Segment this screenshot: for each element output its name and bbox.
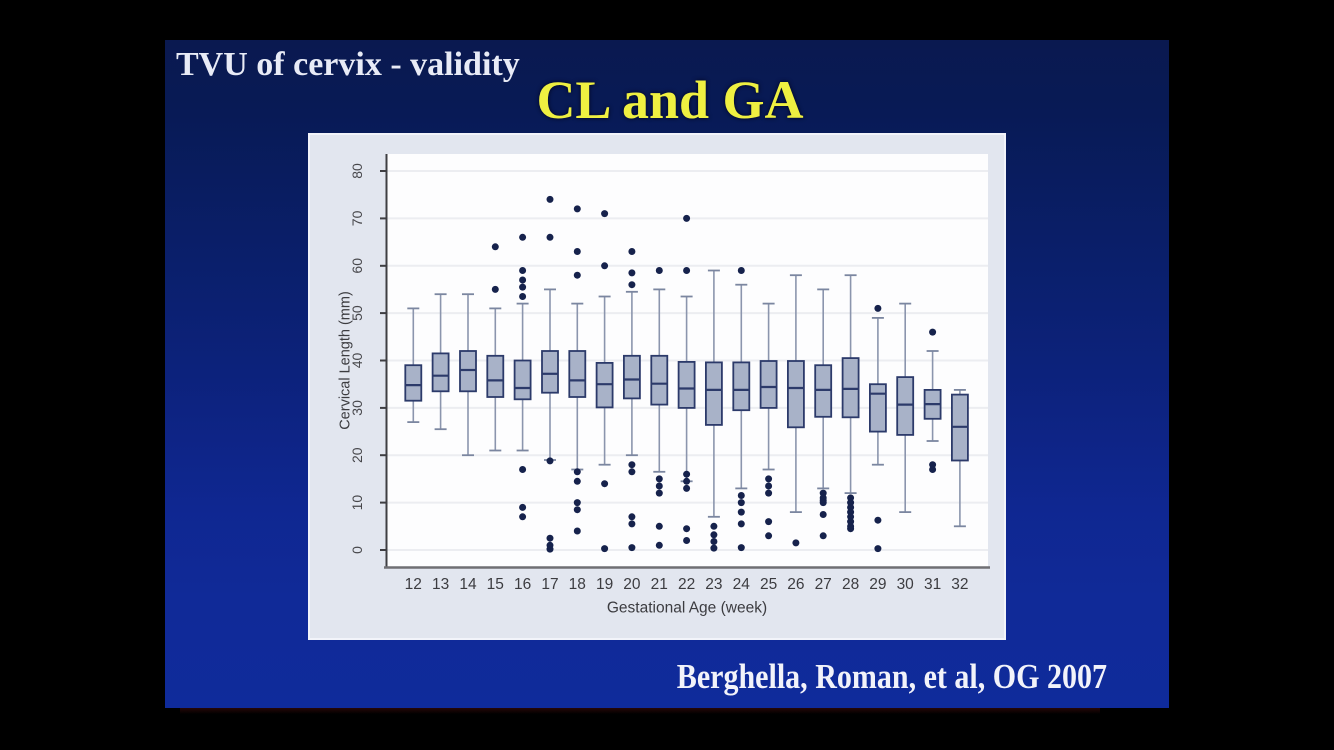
svg-text:26: 26	[787, 576, 804, 593]
svg-text:23: 23	[705, 576, 722, 593]
svg-text:Gestational Age (week): Gestational Age (week)	[607, 600, 767, 617]
svg-text:17: 17	[541, 576, 558, 593]
svg-text:28: 28	[842, 576, 859, 593]
svg-text:15: 15	[487, 576, 504, 593]
svg-text:Cervical Length (mm): Cervical Length (mm)	[337, 291, 353, 430]
svg-text:40: 40	[349, 353, 365, 369]
svg-text:14: 14	[459, 576, 477, 593]
svg-text:20: 20	[349, 447, 365, 463]
svg-text:32: 32	[951, 576, 968, 593]
svg-text:29: 29	[869, 576, 886, 593]
svg-text:24: 24	[733, 576, 751, 593]
svg-text:70: 70	[349, 210, 365, 226]
svg-text:10: 10	[349, 495, 365, 511]
svg-text:60: 60	[349, 258, 365, 274]
svg-text:21: 21	[651, 576, 668, 593]
svg-text:16: 16	[514, 576, 531, 593]
svg-text:80: 80	[349, 163, 365, 179]
svg-text:18: 18	[569, 576, 586, 593]
svg-text:0: 0	[349, 546, 365, 554]
svg-text:19: 19	[596, 576, 613, 593]
svg-text:22: 22	[678, 576, 695, 593]
svg-text:13: 13	[432, 576, 449, 593]
svg-text:50: 50	[349, 305, 365, 321]
svg-text:30: 30	[897, 576, 915, 593]
svg-text:20: 20	[623, 576, 641, 593]
svg-text:12: 12	[405, 576, 422, 593]
svg-text:27: 27	[815, 576, 832, 593]
svg-text:25: 25	[760, 576, 777, 593]
svg-text:30: 30	[349, 400, 365, 416]
svg-text:31: 31	[924, 576, 941, 593]
